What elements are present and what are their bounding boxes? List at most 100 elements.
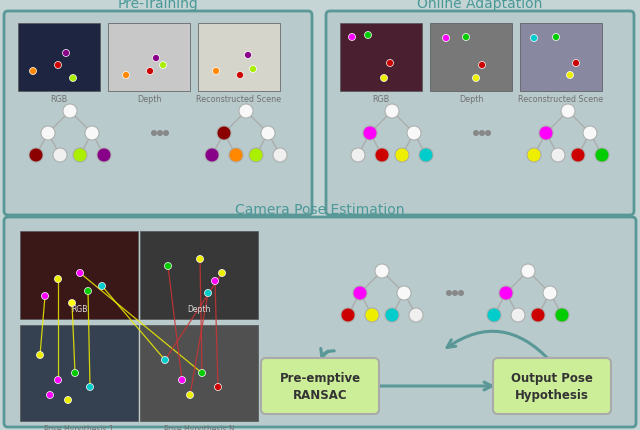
Bar <box>18 24 100 92</box>
Circle shape <box>63 105 77 119</box>
Circle shape <box>375 149 389 163</box>
Circle shape <box>387 60 394 68</box>
Bar <box>340 24 422 92</box>
Circle shape <box>459 291 463 295</box>
Circle shape <box>72 370 79 377</box>
Circle shape <box>65 396 72 404</box>
Circle shape <box>29 149 43 163</box>
Text: Reconstructed Scene: Reconstructed Scene <box>518 95 604 104</box>
Text: RGB: RGB <box>51 95 68 104</box>
Circle shape <box>531 308 545 322</box>
Circle shape <box>99 283 106 290</box>
Circle shape <box>566 72 573 79</box>
Circle shape <box>68 300 76 307</box>
Circle shape <box>442 35 449 43</box>
Bar <box>20 231 138 319</box>
Circle shape <box>73 149 87 163</box>
Text: Online Adaptation: Online Adaptation <box>417 0 543 11</box>
Circle shape <box>249 149 263 163</box>
Bar <box>140 231 258 319</box>
Circle shape <box>571 149 585 163</box>
Circle shape <box>499 286 513 300</box>
FancyBboxPatch shape <box>4 218 636 427</box>
Circle shape <box>63 50 70 57</box>
Text: Pre-Training: Pre-Training <box>118 0 198 11</box>
Circle shape <box>179 377 186 384</box>
Circle shape <box>97 149 111 163</box>
Circle shape <box>487 308 501 322</box>
Text: Depth: Depth <box>459 95 483 104</box>
Circle shape <box>543 286 557 300</box>
Circle shape <box>214 384 221 390</box>
Circle shape <box>561 105 575 119</box>
Circle shape <box>147 68 154 75</box>
Bar <box>20 325 138 421</box>
Circle shape <box>85 127 99 141</box>
Circle shape <box>229 149 243 163</box>
Text: Depth: Depth <box>137 95 161 104</box>
Circle shape <box>351 149 365 163</box>
Circle shape <box>77 270 83 277</box>
Circle shape <box>363 127 377 141</box>
Circle shape <box>152 55 159 62</box>
FancyBboxPatch shape <box>261 358 379 414</box>
Circle shape <box>551 149 565 163</box>
Circle shape <box>381 75 387 82</box>
Circle shape <box>409 308 423 322</box>
Circle shape <box>237 72 243 79</box>
Circle shape <box>157 132 163 136</box>
Circle shape <box>205 290 211 297</box>
Circle shape <box>365 308 379 322</box>
Circle shape <box>375 264 389 278</box>
Circle shape <box>161 356 168 364</box>
Circle shape <box>159 62 166 69</box>
Circle shape <box>531 35 538 43</box>
Circle shape <box>86 384 93 390</box>
Circle shape <box>555 308 569 322</box>
Circle shape <box>54 276 61 283</box>
Circle shape <box>447 291 451 295</box>
Circle shape <box>486 132 490 136</box>
Circle shape <box>164 263 172 270</box>
FancyBboxPatch shape <box>326 12 634 215</box>
Text: Depth: Depth <box>188 304 211 313</box>
Circle shape <box>47 392 54 399</box>
Circle shape <box>53 149 67 163</box>
Text: Pose Hypothesis N: Pose Hypothesis N <box>164 424 234 430</box>
Circle shape <box>42 293 49 300</box>
Circle shape <box>198 370 205 377</box>
Circle shape <box>250 66 257 74</box>
Circle shape <box>152 132 156 136</box>
Circle shape <box>122 72 129 79</box>
Circle shape <box>273 149 287 163</box>
Circle shape <box>552 34 559 41</box>
Circle shape <box>419 149 433 163</box>
Circle shape <box>539 127 553 141</box>
Circle shape <box>385 105 399 119</box>
Circle shape <box>84 288 92 295</box>
Circle shape <box>261 127 275 141</box>
Bar <box>520 24 602 92</box>
Circle shape <box>521 264 535 278</box>
Circle shape <box>36 352 44 359</box>
Bar <box>430 24 512 92</box>
Circle shape <box>595 149 609 163</box>
FancyBboxPatch shape <box>4 12 312 215</box>
Text: Reconstructed Scene: Reconstructed Scene <box>196 95 282 104</box>
Circle shape <box>211 278 218 285</box>
Text: Output Pose
Hypothesis: Output Pose Hypothesis <box>511 371 593 401</box>
Circle shape <box>218 270 225 277</box>
Circle shape <box>41 127 55 141</box>
Circle shape <box>164 132 168 136</box>
Circle shape <box>472 75 479 82</box>
Circle shape <box>385 308 399 322</box>
Circle shape <box>186 392 193 399</box>
Circle shape <box>205 149 219 163</box>
Circle shape <box>527 149 541 163</box>
Circle shape <box>511 308 525 322</box>
Circle shape <box>353 286 367 300</box>
Circle shape <box>29 68 36 75</box>
Circle shape <box>217 127 231 141</box>
Circle shape <box>463 34 470 41</box>
Circle shape <box>479 62 486 69</box>
